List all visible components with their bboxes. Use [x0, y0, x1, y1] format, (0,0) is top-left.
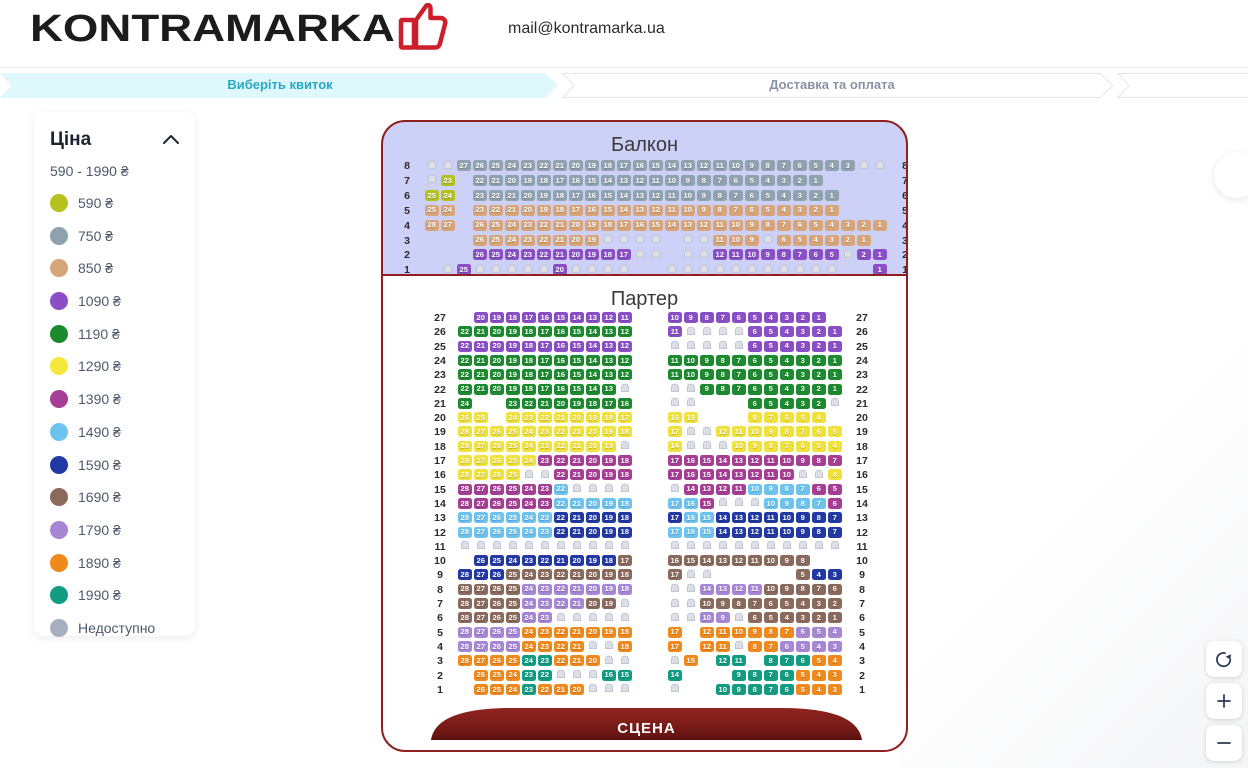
svg-text:Доставка та оплата: Доставка та оплата — [769, 77, 895, 92]
svg-text:Виберіть квиток: Виберіть квиток — [227, 77, 333, 92]
